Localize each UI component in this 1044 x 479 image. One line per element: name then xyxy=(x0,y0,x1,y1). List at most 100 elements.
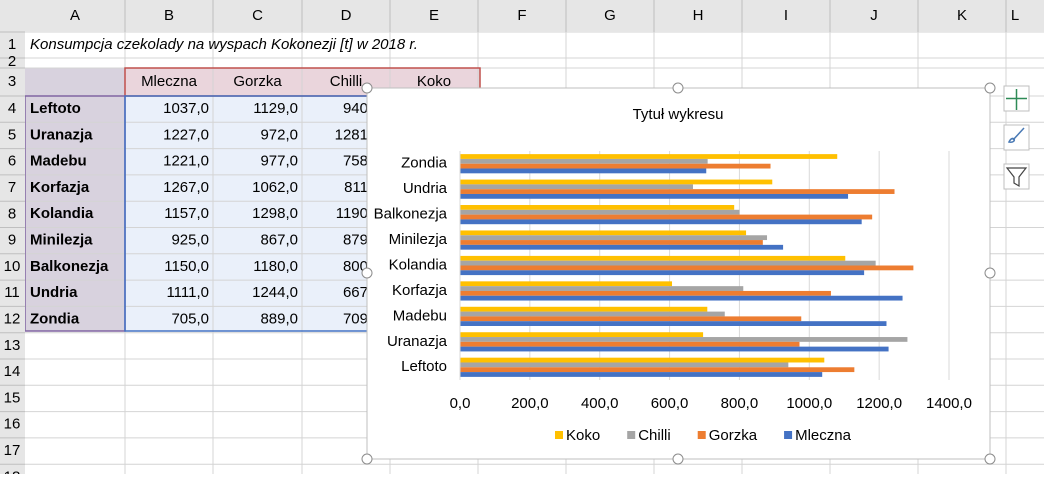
bar xyxy=(460,295,903,301)
cell-value: 1129,0 xyxy=(253,100,298,117)
table-header: Gorzka xyxy=(233,73,282,90)
column-header: A xyxy=(70,7,80,24)
chart-title: Tytuł wykresu xyxy=(633,106,724,123)
bar xyxy=(460,209,740,215)
chart-styles-button[interactable] xyxy=(1003,124,1030,151)
cell-value: 1190 xyxy=(336,205,368,222)
bar xyxy=(460,357,825,363)
cell-value: 705,0 xyxy=(171,310,209,327)
bar xyxy=(460,290,831,296)
row-label: Korfazja xyxy=(30,179,90,196)
resize-handle[interactable] xyxy=(672,453,684,465)
row-header: 7 xyxy=(8,179,16,196)
row-header: 9 xyxy=(8,232,16,249)
resize-handle[interactable] xyxy=(984,453,996,465)
column-header: B xyxy=(164,7,174,24)
legend-swatch xyxy=(627,431,636,439)
row-label: Zondia xyxy=(30,310,80,327)
x-tick-label: 800,0 xyxy=(721,395,759,412)
resize-handle[interactable] xyxy=(361,453,373,465)
bar xyxy=(460,189,895,194)
row-header: 4 xyxy=(8,100,16,117)
legend-label: Chilli xyxy=(638,427,671,444)
bar xyxy=(460,367,855,373)
row-header: 18 xyxy=(4,468,21,474)
row-header-bar xyxy=(0,32,25,474)
row-header: 15 xyxy=(4,389,21,406)
bar xyxy=(460,184,693,190)
filter-icon xyxy=(1005,167,1028,188)
x-tick-label: 0,0 xyxy=(450,395,471,412)
legend-label: Mleczna xyxy=(795,427,852,444)
legend-swatch xyxy=(784,431,793,439)
column-header: G xyxy=(604,7,616,24)
bar xyxy=(460,316,802,322)
y-tick-label: Korfazja xyxy=(392,282,448,299)
row-label: Undria xyxy=(30,284,78,301)
cell-value: 1267,0 xyxy=(163,179,209,196)
resize-handle[interactable] xyxy=(672,82,684,94)
bar xyxy=(460,214,873,220)
bar xyxy=(460,341,800,347)
cell-value: 811 xyxy=(344,179,368,196)
resize-handle[interactable] xyxy=(984,267,996,279)
resize-handle[interactable] xyxy=(984,82,996,94)
table-header: Chilli xyxy=(330,73,363,90)
cell-value: 1150,0 xyxy=(164,258,209,275)
plus-icon xyxy=(1006,89,1027,110)
row-header: 3 xyxy=(8,73,16,90)
bar xyxy=(460,240,763,245)
brush-icon xyxy=(1007,127,1025,143)
y-tick-label: Kolandia xyxy=(389,256,448,273)
row-header: 11 xyxy=(4,284,20,301)
legend-label: Koko xyxy=(566,427,600,444)
legend-label: Gorzka xyxy=(709,427,758,444)
bar xyxy=(460,372,823,377)
row-label: Balkonezja xyxy=(30,258,109,275)
column-header: I xyxy=(784,7,788,24)
label-column-fill xyxy=(25,68,125,331)
bar xyxy=(460,244,784,250)
x-tick-label: 1400,0 xyxy=(926,395,972,412)
bar xyxy=(460,337,908,342)
legend-swatch xyxy=(555,431,563,439)
column-header: F xyxy=(517,7,526,24)
cell-value: 1221,0 xyxy=(163,153,209,170)
cell-value: 940 xyxy=(343,100,368,117)
y-tick-label: Undria xyxy=(403,180,448,197)
row-header: 14 xyxy=(4,363,21,380)
legend-swatch xyxy=(697,431,706,439)
column-header: D xyxy=(341,7,352,24)
bar xyxy=(460,154,838,159)
column-header: E xyxy=(429,7,439,24)
table-header: Koko xyxy=(417,73,451,90)
row-label: Kolandia xyxy=(30,205,94,222)
cell-value: 1244,0 xyxy=(252,284,298,301)
resize-handle[interactable] xyxy=(361,82,373,94)
row-label: Minilezja xyxy=(30,231,93,248)
cell-value: 1157,0 xyxy=(164,205,209,222)
row-label: Leftoto xyxy=(30,100,81,117)
row-label: Uranazja xyxy=(30,126,93,143)
bar xyxy=(460,235,768,241)
bar xyxy=(460,230,747,236)
y-tick-label: Uranazja xyxy=(387,333,448,350)
data-fill xyxy=(125,96,390,331)
cell-value: 879 xyxy=(343,231,368,248)
cell-value: 867,0 xyxy=(260,231,298,248)
cell-value: 667 xyxy=(343,284,368,301)
cell-value: 758 xyxy=(343,153,368,170)
row-header: 12 xyxy=(4,311,21,328)
cell-value: 972,0 xyxy=(260,126,298,143)
x-tick-label: 1200,0 xyxy=(856,395,902,412)
cell-value: 1111,0 xyxy=(166,284,209,301)
x-tick-label: 200,0 xyxy=(511,395,549,412)
resize-handle[interactable] xyxy=(361,267,373,279)
bar xyxy=(460,286,744,291)
cell-value: 1180,0 xyxy=(253,258,298,275)
col-header-bar xyxy=(0,0,1044,32)
cell-value: 1281 xyxy=(335,126,368,143)
y-tick-label: Madebu xyxy=(393,307,447,324)
